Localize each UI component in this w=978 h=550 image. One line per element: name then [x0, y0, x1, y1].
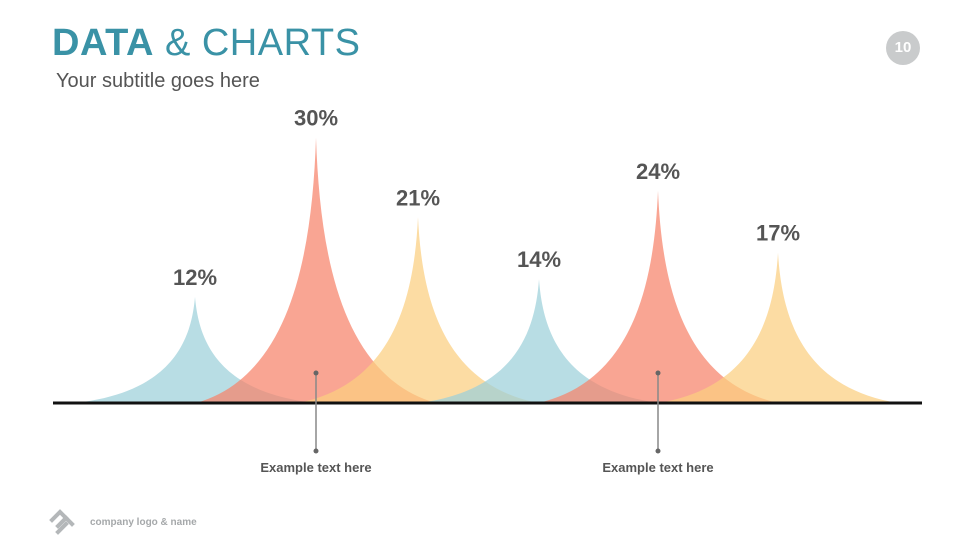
page-number-badge: 10	[886, 31, 920, 65]
annotation-dot-top-1	[313, 370, 319, 376]
company-logo-text: company logo & name	[90, 516, 197, 528]
peak-label-1: 12%	[173, 265, 217, 290]
annotation-text-2: Example text here	[602, 460, 713, 475]
page-title: DATA & CHARTS	[52, 22, 360, 65]
annotation-dot-bottom-2	[655, 448, 661, 454]
peak-label-5: 24%	[636, 159, 680, 184]
peak-shape-6	[658, 252, 898, 403]
peak-label-4: 14%	[517, 247, 561, 272]
peak-shape-3	[298, 217, 538, 403]
annotation-dot-bottom-1	[313, 448, 319, 454]
annotation-text-1: Example text here	[260, 460, 371, 475]
title-rest: & CHARTS	[153, 22, 361, 64]
footer: company logo & name	[48, 508, 197, 536]
peak-label-2: 30%	[294, 106, 338, 131]
peak-shape-5	[538, 190, 778, 403]
company-logo-icon	[49, 509, 75, 535]
page-subtitle: Your subtitle goes here	[56, 70, 260, 92]
peak-label-6: 17%	[756, 221, 800, 246]
peak-shape-4	[419, 279, 659, 403]
peak-shape-2	[196, 137, 436, 403]
peak-shape-1	[75, 296, 315, 403]
annotation-dot-top-2	[655, 370, 661, 376]
title-bold: DATA	[52, 22, 154, 64]
peak-label-3: 21%	[396, 185, 440, 210]
